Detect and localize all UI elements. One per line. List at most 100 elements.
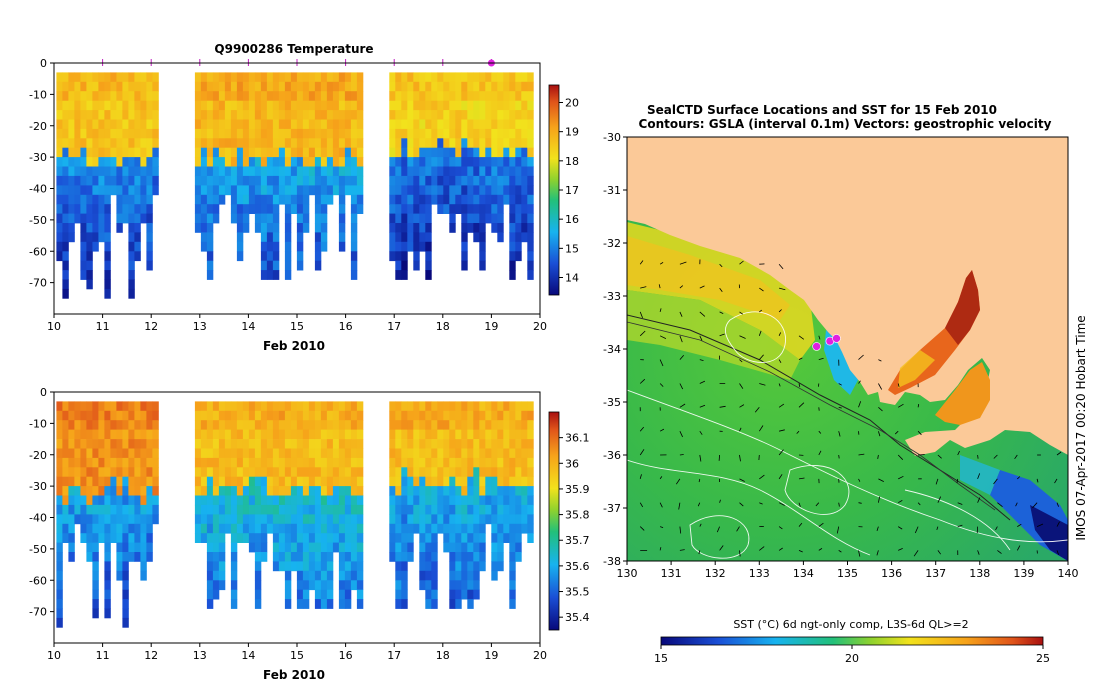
- data-cell: [326, 589, 334, 600]
- data-cell: [491, 157, 498, 167]
- data-cell: [509, 542, 516, 553]
- data-cell: [62, 504, 69, 515]
- data-cell: [344, 542, 352, 553]
- data-cell: [314, 533, 322, 543]
- data-cell: [308, 185, 316, 196]
- data-cell: [320, 420, 328, 430]
- lat-tick-label: -37: [603, 502, 621, 515]
- data-cell: [218, 542, 226, 553]
- data-cell: [86, 204, 93, 214]
- data-cell: [326, 420, 334, 430]
- data-cell: [296, 128, 304, 139]
- data-cell: [314, 410, 322, 421]
- data-cell: [56, 185, 63, 196]
- data-cell: [122, 72, 129, 83]
- data-cell: [443, 157, 450, 167]
- salinity-x-axis: 10 11 12 13 14 15 16 17 18 19 20: [47, 643, 547, 662]
- data-cell: [461, 119, 468, 130]
- data-cell: [206, 72, 214, 83]
- data-cell: [491, 561, 498, 572]
- data-cell: [479, 467, 486, 478]
- data-cell: [290, 552, 298, 562]
- data-cell: [272, 157, 280, 167]
- data-cell: [413, 204, 420, 214]
- data-cell: [302, 439, 310, 449]
- data-cell: [509, 495, 516, 506]
- data-cell: [356, 514, 364, 525]
- x-tick-label: 11: [96, 320, 110, 333]
- data-cell: [338, 185, 346, 196]
- data-cell: [200, 147, 208, 158]
- data-cell: [455, 523, 462, 534]
- data-cell: [92, 542, 99, 553]
- data-cell: [485, 457, 492, 468]
- data-cell: [401, 504, 408, 515]
- data-cell: [314, 580, 322, 591]
- data-cell: [290, 514, 298, 525]
- data-cell: [308, 138, 316, 149]
- data-cell: [356, 401, 364, 412]
- data-cell: [356, 175, 364, 186]
- data-cell: [146, 223, 153, 233]
- data-cell: [62, 401, 69, 412]
- data-cell: [461, 194, 468, 205]
- colorbar-tick-label: 35.7: [565, 534, 590, 547]
- data-cell: [80, 504, 87, 515]
- data-cell: [254, 467, 262, 478]
- velocity-vector: [913, 550, 919, 557]
- x-tick-label: 13: [193, 649, 207, 662]
- data-cell: [272, 467, 280, 478]
- data-cell: [80, 429, 87, 440]
- data-cell: [491, 410, 498, 421]
- data-cell: [134, 504, 141, 515]
- data-cell: [461, 72, 468, 83]
- data-cell: [467, 542, 474, 553]
- data-cell: [92, 504, 99, 515]
- data-cell: [326, 157, 334, 167]
- data-cell: [116, 72, 123, 83]
- data-cell: [314, 599, 322, 609]
- data-cell: [266, 194, 274, 205]
- velocity-vector: [798, 502, 801, 507]
- data-cell: [401, 223, 408, 233]
- data-cell: [284, 439, 292, 449]
- data-cell: [425, 100, 432, 111]
- data-cell: [128, 223, 135, 233]
- data-cell: [134, 533, 141, 543]
- data-cell: [308, 119, 316, 130]
- data-cell: [338, 457, 346, 468]
- data-cell: [248, 185, 256, 196]
- data-cell: [74, 457, 81, 468]
- data-cell: [212, 580, 220, 591]
- data-cell: [62, 486, 69, 496]
- data-cell: [521, 504, 528, 515]
- data-cell: [152, 166, 159, 177]
- data-cell: [320, 504, 328, 515]
- data-cell: [467, 599, 474, 609]
- data-cell: [236, 110, 244, 120]
- data-cell: [206, 486, 214, 496]
- x-tick-label: 20: [533, 649, 547, 662]
- data-cell: [413, 128, 420, 139]
- data-cell: [425, 166, 432, 177]
- data-cell: [56, 128, 63, 139]
- data-cell: [128, 457, 135, 468]
- data-cell: [122, 570, 129, 581]
- data-cell: [332, 81, 340, 92]
- data-cell: [425, 194, 432, 205]
- data-cell: [461, 175, 468, 186]
- data-cell: [308, 157, 316, 167]
- data-cell: [527, 138, 534, 149]
- data-cell: [515, 476, 522, 487]
- data-cell: [431, 448, 438, 459]
- data-cell: [200, 100, 208, 111]
- data-cell: [395, 429, 402, 440]
- data-cell: [407, 91, 414, 101]
- data-cell: [431, 589, 438, 600]
- data-cell: [350, 580, 358, 591]
- data-cell: [320, 147, 328, 158]
- lat-tick-label: -34: [603, 343, 621, 356]
- data-cell: [401, 232, 408, 243]
- data-cell: [206, 157, 214, 167]
- data-cell: [320, 599, 328, 609]
